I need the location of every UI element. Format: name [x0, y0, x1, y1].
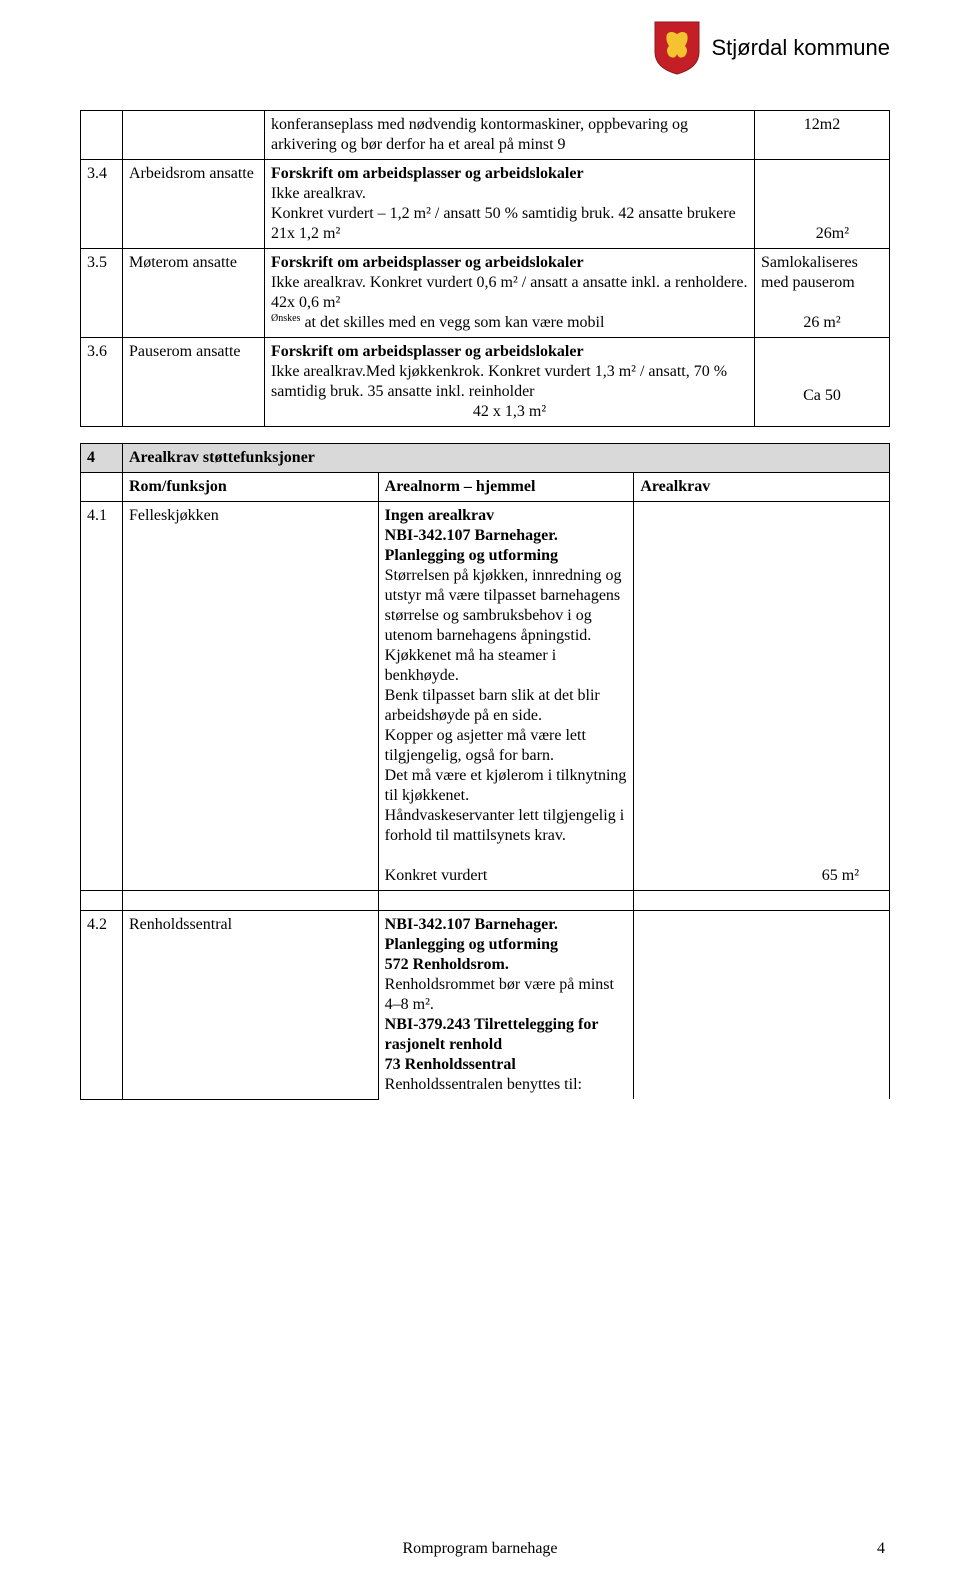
- section-title: Arealkrav støttefunksjoner: [123, 444, 890, 473]
- hjemmel-bold1: Ingen arealkrav: [385, 507, 494, 524]
- hjemmel-bold2: NBI-342.107 Barnehager. Planlegging og u…: [385, 527, 558, 564]
- hjemmel-bold: Forskrift om arbeidsplasser og arbeidslo…: [271, 254, 584, 271]
- spacer-row: [81, 891, 890, 911]
- row-3-6: 3.6 Pauserom ansatte Forskrift om arbeid…: [81, 338, 890, 427]
- krav-value: 26m²: [816, 225, 849, 242]
- hjemmel-bold: Forskrift om arbeidsplasser og arbeidslo…: [271, 343, 584, 360]
- section4-header-row: 4 Arealkrav støttefunksjoner: [81, 444, 890, 473]
- cell-krav: 65 m²: [634, 502, 890, 891]
- col-empty: [81, 473, 123, 502]
- hjemmel-body2: Renholdssentralen benyttes til:: [385, 1076, 582, 1093]
- section-num: 4: [81, 444, 123, 473]
- cell-hjemmel: konferanseplass med nødvendig kontormask…: [265, 111, 755, 160]
- row-3-4: 3.4 Arbeidsrom ansatte Forskrift om arbe…: [81, 160, 890, 249]
- section3-table: konferanseplass med nødvendig kontormask…: [80, 110, 890, 427]
- hjemmel-body: Størrelsen på kjøkken, innredning og uts…: [385, 567, 627, 844]
- cell-hjemmel: Ingen arealkrav NBI-342.107 Barnehager. …: [378, 502, 634, 891]
- hjemmel-center: 42 x 1,3 m²: [271, 402, 748, 422]
- main-content: konferanseplass med nødvendig kontormask…: [80, 110, 890, 1100]
- cell-rom: Felleskjøkken: [123, 502, 379, 891]
- shield-icon: [653, 20, 701, 76]
- cell-num: 3.6: [81, 338, 123, 427]
- row-4-1: 4.1 Felleskjøkken Ingen arealkrav NBI-34…: [81, 502, 890, 891]
- hjemmel-bold3: NBI-379.243 Tilrettelegging for rasjonel…: [385, 1016, 598, 1053]
- cell-rom: Pauserom ansatte: [123, 338, 265, 427]
- cell-krav: Ca 50: [755, 338, 890, 427]
- footer-title: Romprogram barnehage: [0, 1540, 960, 1558]
- cell-hjemmel: NBI-342.107 Barnehager. Planlegging og u…: [378, 911, 634, 1100]
- krav-value: 65 m²: [822, 867, 859, 884]
- hjemmel-note: at det skilles med en vegg som kan være …: [300, 314, 604, 331]
- cell-num: [81, 111, 123, 160]
- cell-num: 4.1: [81, 502, 123, 891]
- krav-value: Ca 50: [803, 387, 841, 404]
- cell-num: 4.2: [81, 911, 123, 1100]
- cell-krav: 12m2: [755, 111, 890, 160]
- page-header: Stjørdal kommune: [653, 20, 890, 76]
- cell-hjemmel: Forskrift om arbeidsplasser og arbeidslo…: [265, 160, 755, 249]
- cell-num: 3.4: [81, 160, 123, 249]
- hjemmel-body: Ikke arealkrav.Med kjøkkenkrok. Konkret …: [271, 363, 727, 400]
- row-4-2: 4.2 Renholdssentral NBI-342.107 Barnehag…: [81, 911, 890, 1100]
- section4-columns: Rom/funksjon Arealnorm – hjemmel Arealkr…: [81, 473, 890, 502]
- cell-krav: [634, 911, 890, 1100]
- col-krav-header: Arealkrav: [634, 473, 890, 502]
- cell-krav: Samlokaliseres med pauserom 26 m²: [755, 249, 890, 338]
- page-number: 4: [877, 1540, 885, 1558]
- cell-krav: 26m²: [755, 160, 890, 249]
- section4-table: 4 Arealkrav støttefunksjoner Rom/funksjo…: [80, 443, 890, 1100]
- hjemmel-note-pre: Ønskes: [271, 313, 300, 324]
- hjemmel-body: Ikke arealkrav. Konkret vurdert 0,6 m² /…: [271, 274, 747, 311]
- hjemmel-bold2: 572 Renholdsrom.: [385, 956, 509, 973]
- hjemmel-bold4: 73 Renholdssentral: [385, 1056, 516, 1073]
- col-rom-header: Rom/funksjon: [123, 473, 379, 502]
- cell-rom: Arbeidsrom ansatte: [123, 160, 265, 249]
- cell-hjemmel: Forskrift om arbeidsplasser og arbeidslo…: [265, 249, 755, 338]
- hjemmel-bold: Forskrift om arbeidsplasser og arbeidslo…: [271, 165, 584, 182]
- cell-num: 3.5: [81, 249, 123, 338]
- krav-line1: Samlokaliseres med pauserom: [761, 254, 858, 291]
- cell-hjemmel: Forskrift om arbeidsplasser og arbeidslo…: [265, 338, 755, 427]
- row-3-5: 3.5 Møterom ansatte Forskrift om arbeids…: [81, 249, 890, 338]
- cell-rom: [123, 111, 265, 160]
- hjemmel-body: Ikke arealkrav. Konkret vurdert – 1,2 m²…: [271, 185, 736, 242]
- cell-rom: Møterom ansatte: [123, 249, 265, 338]
- kommune-name: Stjørdal kommune: [711, 35, 890, 61]
- konkret-vurdert: Konkret vurdert: [385, 867, 488, 884]
- row-3-intro: konferanseplass med nødvendig kontormask…: [81, 111, 890, 160]
- hjemmel-bold1: NBI-342.107 Barnehager. Planlegging og u…: [385, 916, 558, 953]
- col-hjemmel-header: Arealnorm – hjemmel: [378, 473, 634, 502]
- krav-line2: 26 m²: [803, 314, 840, 331]
- hjemmel-body1: Renholdsrommet bør være på minst 4–8 m².: [385, 976, 614, 1013]
- cell-rom: Renholdssentral: [123, 911, 379, 1100]
